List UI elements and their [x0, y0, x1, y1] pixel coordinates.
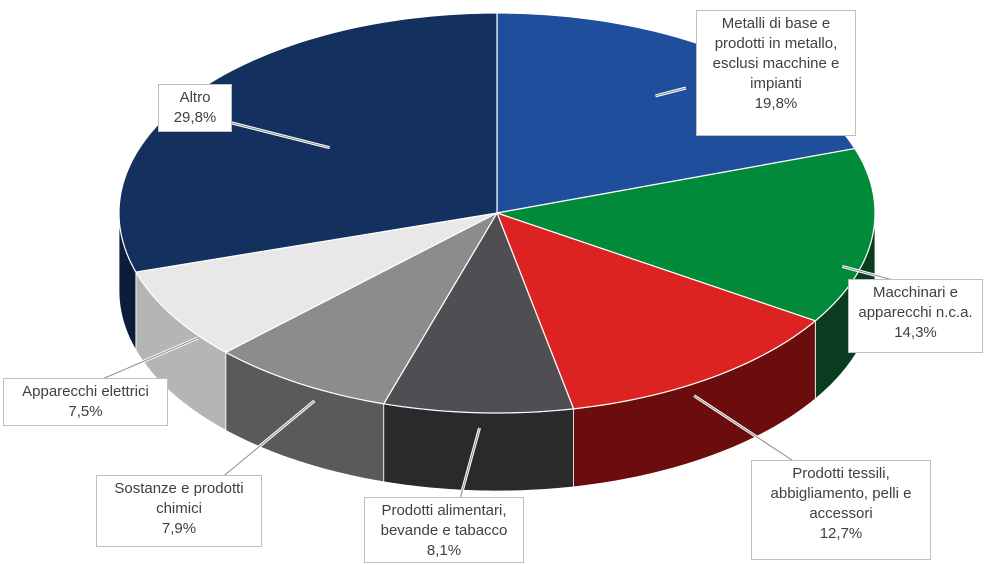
- slice-label-value: 7,9%: [161, 520, 197, 537]
- leader-line-3: [459, 427, 480, 500]
- slice-label-name: Altro: [179, 89, 211, 106]
- pie-slice-4: [225, 212, 498, 405]
- leader-line-4: [219, 400, 315, 480]
- pie-slice-2: [496, 212, 816, 410]
- slice-label-5: Apparecchi elettrici 7,5%: [3, 378, 168, 426]
- slice-label-2: Prodotti tessili, abbigliamento, pelli e…: [751, 460, 931, 560]
- slice-label-3: Prodotti alimentari, bevande e tabacco 8,…: [364, 497, 524, 563]
- slice-label-value: 14,3%: [894, 324, 937, 341]
- leader-line-2: [693, 395, 796, 463]
- slice-label-value: 29,8%: [173, 109, 217, 126]
- leader-line-6: [227, 121, 330, 149]
- slice-label-4: Sostanze e prodotti chimici 7,9%: [96, 475, 262, 547]
- slice-label-name: Macchinari e apparecchi n.c.a.: [858, 284, 973, 321]
- pie-slice-1: [496, 147, 876, 322]
- slice-label-name: Sostanze e prodotti chimici: [114, 480, 244, 517]
- leader-line-5: [99, 337, 199, 381]
- slice-label-name: Metalli di base e prodotti in metallo, e…: [712, 15, 840, 92]
- slice-label-6: Altro 29,8%: [158, 84, 232, 132]
- slice-label-value: 12,7%: [819, 525, 863, 542]
- slice-label-value: 7,5%: [68, 403, 103, 420]
- pie-slice-5: [135, 212, 498, 353]
- pie-tops: [118, 12, 876, 414]
- pie-slice-side-3: [383, 403, 574, 492]
- leader-line-0: [655, 87, 687, 97]
- slice-label-name: Apparecchi elettrici: [22, 383, 149, 400]
- slice-label-value: 19,8%: [754, 95, 798, 112]
- leader-lines: [99, 86, 905, 500]
- pie-slice-3: [383, 212, 575, 414]
- slice-label-0: Metalli di base e prodotti in metallo, e…: [696, 10, 856, 136]
- slice-label-value: 8,1%: [426, 542, 462, 559]
- pie-sides: [118, 212, 876, 492]
- slice-label-name: Prodotti tessili, abbigliamento, pelli e…: [770, 465, 912, 522]
- slice-label-1: Macchinari e apparecchi n.c.a. 14,3%: [848, 279, 983, 353]
- slice-label-name: Prodotti alimentari, bevande e tabacco: [380, 502, 508, 539]
